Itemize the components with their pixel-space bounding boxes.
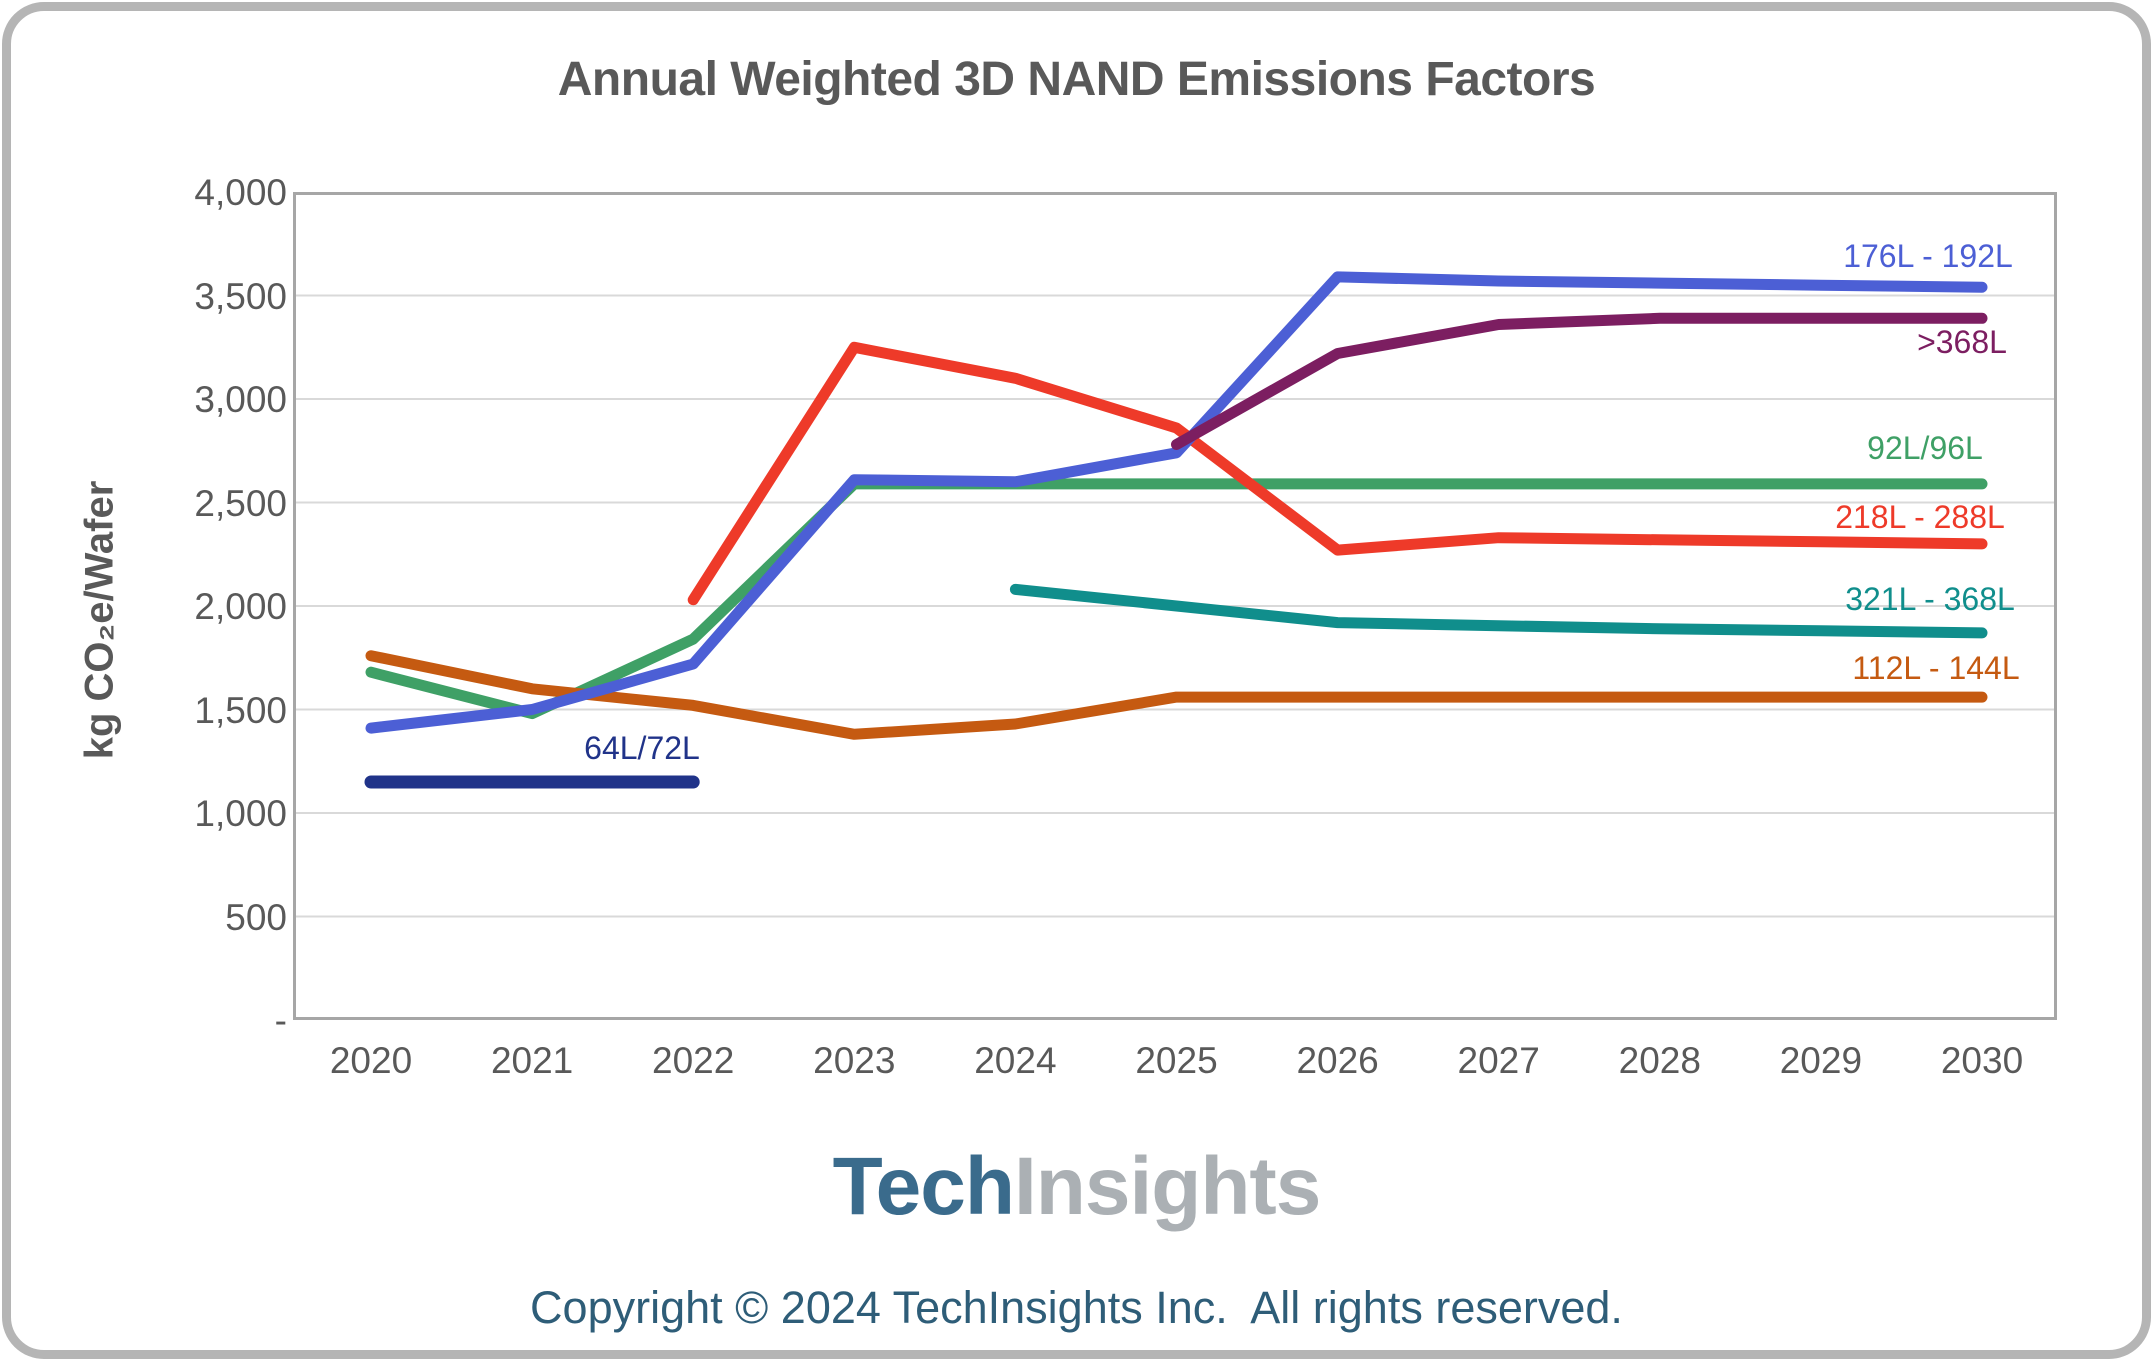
line-chart	[293, 192, 2057, 1020]
x-tick-label: 2020	[329, 1040, 413, 1081]
x-tick-label: 2027	[1457, 1040, 1540, 1081]
logo-insights-text: Insights	[1013, 1141, 1321, 1232]
series-line-218l-288l	[687, 341, 1988, 606]
series-label-112l-144l: 112L - 144L	[1852, 650, 2020, 686]
y-tick-label: 1,000	[194, 793, 287, 834]
x-tick-label: 2029	[1779, 1040, 1863, 1081]
copyright-text: Copyright © 2024 TechInsights Inc. All r…	[530, 1282, 1623, 1333]
x-tick-label: 2021	[490, 1040, 574, 1081]
plot-border	[293, 192, 2057, 1020]
series-line-92l-96l	[365, 478, 1988, 720]
y-tick-label: 3,000	[194, 379, 287, 420]
y-tick-label: 500	[225, 896, 287, 938]
x-tick-label: 2024	[974, 1040, 1057, 1081]
series-label-321l-368l: 321L - 368L	[1845, 581, 2015, 617]
series-label-218l-288l: 218L - 288L	[1835, 499, 2005, 535]
y-tick-label: 4,000	[194, 172, 287, 213]
y-tick-label: -	[274, 1000, 287, 1041]
logo-tech-text: Tech	[832, 1141, 1015, 1232]
series-label-64l-72l: 64L/72L	[584, 730, 700, 766]
y-tick-label: 2,000	[194, 586, 287, 627]
y-tick-label: 2,500	[194, 482, 287, 524]
y-tick-label: 3,500	[194, 275, 287, 317]
y-tick-label: 1,500	[194, 689, 287, 731]
x-tick-label: 2025	[1135, 1040, 1218, 1081]
series-label-368l: >368L	[1917, 324, 2007, 360]
x-tick-label: 2030	[1940, 1040, 2024, 1081]
series-line-112l-144l	[365, 650, 1988, 740]
x-tick-label: 2022	[652, 1040, 735, 1081]
techinsights-logo: TechInsights	[0, 1140, 2153, 1234]
series-line-321l-368l	[1009, 583, 1988, 639]
chart-title: Annual Weighted 3D NAND Emissions Factor…	[557, 53, 1596, 106]
series-label-92l-96l: 92L/96L	[1867, 430, 1983, 466]
series-line-176l-192l	[365, 271, 1988, 734]
x-tick-label: 2023	[813, 1040, 896, 1081]
x-tick-label: 2028	[1618, 1040, 1701, 1081]
x-tick-label: 2026	[1296, 1040, 1379, 1081]
series-label-176l-192l: 176L - 192L	[1843, 238, 2013, 274]
plot-area	[293, 192, 2057, 1020]
series-line-368l	[1171, 312, 1988, 450]
